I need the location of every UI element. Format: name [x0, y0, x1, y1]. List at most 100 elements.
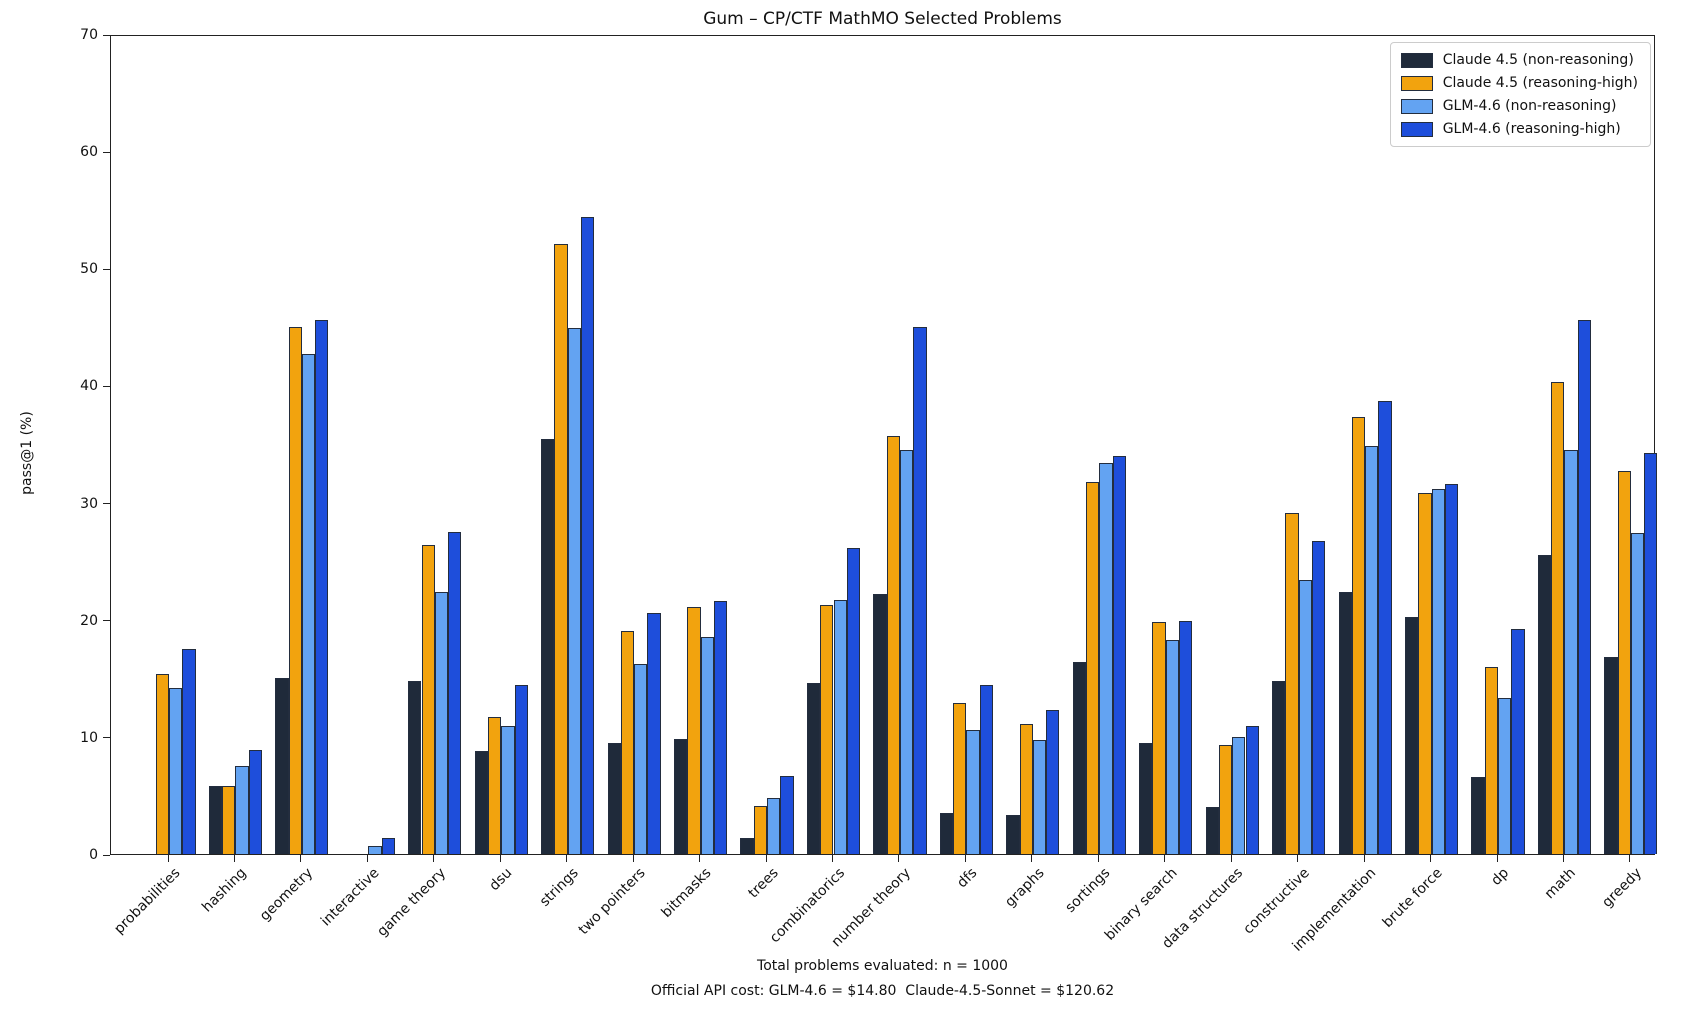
bar: [1498, 698, 1512, 854]
legend-item: Claude 4.5 (non-reasoning): [1400, 52, 1638, 68]
x-tick-label: dsu: [486, 865, 516, 895]
x-tick-label: sortings: [1062, 865, 1114, 916]
x-tick-mark: [1629, 855, 1631, 862]
bar: [1365, 446, 1379, 854]
bar: [634, 664, 648, 854]
footer-total-problems: Total problems evaluated: n = 1000: [757, 958, 1008, 974]
bar: [1351, 417, 1366, 854]
bar: [713, 600, 728, 854]
y-tick-label: 10: [80, 729, 98, 746]
x-tick-mark: [898, 855, 900, 862]
bar: [1232, 736, 1246, 854]
bar: [301, 353, 316, 854]
y-tick-mark: [103, 854, 110, 856]
bar: [939, 813, 954, 854]
x-tick-mark: [1164, 855, 1166, 862]
bar: [235, 766, 249, 854]
x-tick-label: game theory: [374, 865, 450, 940]
x-tick-label: bitmasks: [658, 865, 715, 921]
bar: [846, 548, 861, 854]
bar: [1139, 742, 1153, 854]
y-tick-mark: [103, 268, 110, 270]
bar: [1418, 493, 1432, 854]
x-tick-label: interactive: [318, 865, 383, 930]
x-tick-mark: [566, 855, 568, 862]
bar: [966, 729, 980, 854]
legend-item: Claude 4.5 (reasoning-high): [1400, 75, 1638, 91]
y-tick-label: 30: [80, 495, 98, 512]
y-tick-label: 40: [80, 378, 98, 395]
bar: [913, 326, 927, 854]
x-tick-mark: [499, 855, 501, 862]
bar: [1218, 745, 1233, 854]
bar: [1630, 533, 1645, 854]
x-tick-label: dp: [1488, 865, 1513, 889]
x-tick-label: dfs: [954, 865, 981, 892]
legend-label: GLM-4.6 (reasoning-high): [1442, 121, 1621, 137]
bar: [979, 685, 993, 854]
bar: [1431, 488, 1445, 854]
x-tick-label: geometry: [256, 865, 317, 925]
bar: [607, 742, 621, 854]
x-tick-label: trees: [744, 865, 782, 902]
bar: [1564, 449, 1578, 854]
bar: [182, 649, 196, 854]
x-tick-mark: [632, 855, 634, 862]
bar: [700, 637, 714, 854]
x-tick-mark: [233, 855, 235, 862]
bar: [408, 680, 422, 854]
bar: [1617, 470, 1631, 854]
bar: [1471, 776, 1485, 854]
legend-swatch: [1400, 121, 1433, 137]
bar: [953, 702, 967, 854]
x-tick-mark: [1097, 855, 1099, 862]
bar: [567, 328, 581, 854]
x-tick-label: probabilities: [111, 865, 184, 938]
legend-swatch: [1400, 98, 1433, 114]
bar: [1112, 455, 1126, 854]
bar: [275, 678, 289, 854]
bar: [899, 449, 914, 854]
y-tick-mark: [103, 737, 110, 739]
x-tick-mark: [964, 855, 966, 862]
bar: [620, 631, 635, 854]
bar: [1537, 555, 1552, 854]
bar: [753, 805, 768, 854]
bar: [487, 716, 502, 854]
y-tick-label: 20: [80, 612, 98, 629]
bar: [1099, 462, 1113, 854]
bar: [1444, 483, 1459, 854]
bar: [448, 531, 462, 854]
x-tick-mark: [300, 855, 302, 862]
bar: [434, 591, 449, 854]
x-tick-label: math: [1541, 865, 1579, 903]
bar: [222, 786, 236, 854]
x-tick-mark: [167, 855, 169, 862]
bar: [1285, 513, 1299, 854]
bar: [820, 604, 834, 854]
y-tick-mark: [103, 503, 110, 505]
x-tick-label: brute force: [1379, 865, 1446, 931]
x-tick-mark: [1496, 855, 1498, 862]
bar: [1511, 629, 1525, 854]
legend-swatch: [1400, 52, 1433, 68]
bar: [740, 837, 754, 854]
bar: [381, 837, 395, 854]
x-tick-mark: [1230, 855, 1232, 862]
x-tick-label: strings: [537, 865, 583, 910]
x-tick-mark: [699, 855, 701, 862]
x-tick-mark: [832, 855, 833, 862]
bar: [1072, 661, 1086, 854]
bar: [208, 786, 223, 854]
chart-title: Gum – CP/CTF MathMO Selected Problems: [703, 9, 1062, 29]
x-tick-label: two pointers: [575, 865, 649, 939]
bar: [1551, 381, 1565, 854]
x-tick-mark: [765, 855, 767, 862]
bar: [581, 216, 595, 854]
x-tick-mark: [1031, 855, 1033, 862]
bar: [687, 606, 701, 854]
bar: [1298, 579, 1312, 854]
legend-label: GLM-4.6 (non-reasoning): [1442, 98, 1617, 114]
bar: [833, 599, 847, 854]
bar: [780, 775, 794, 854]
